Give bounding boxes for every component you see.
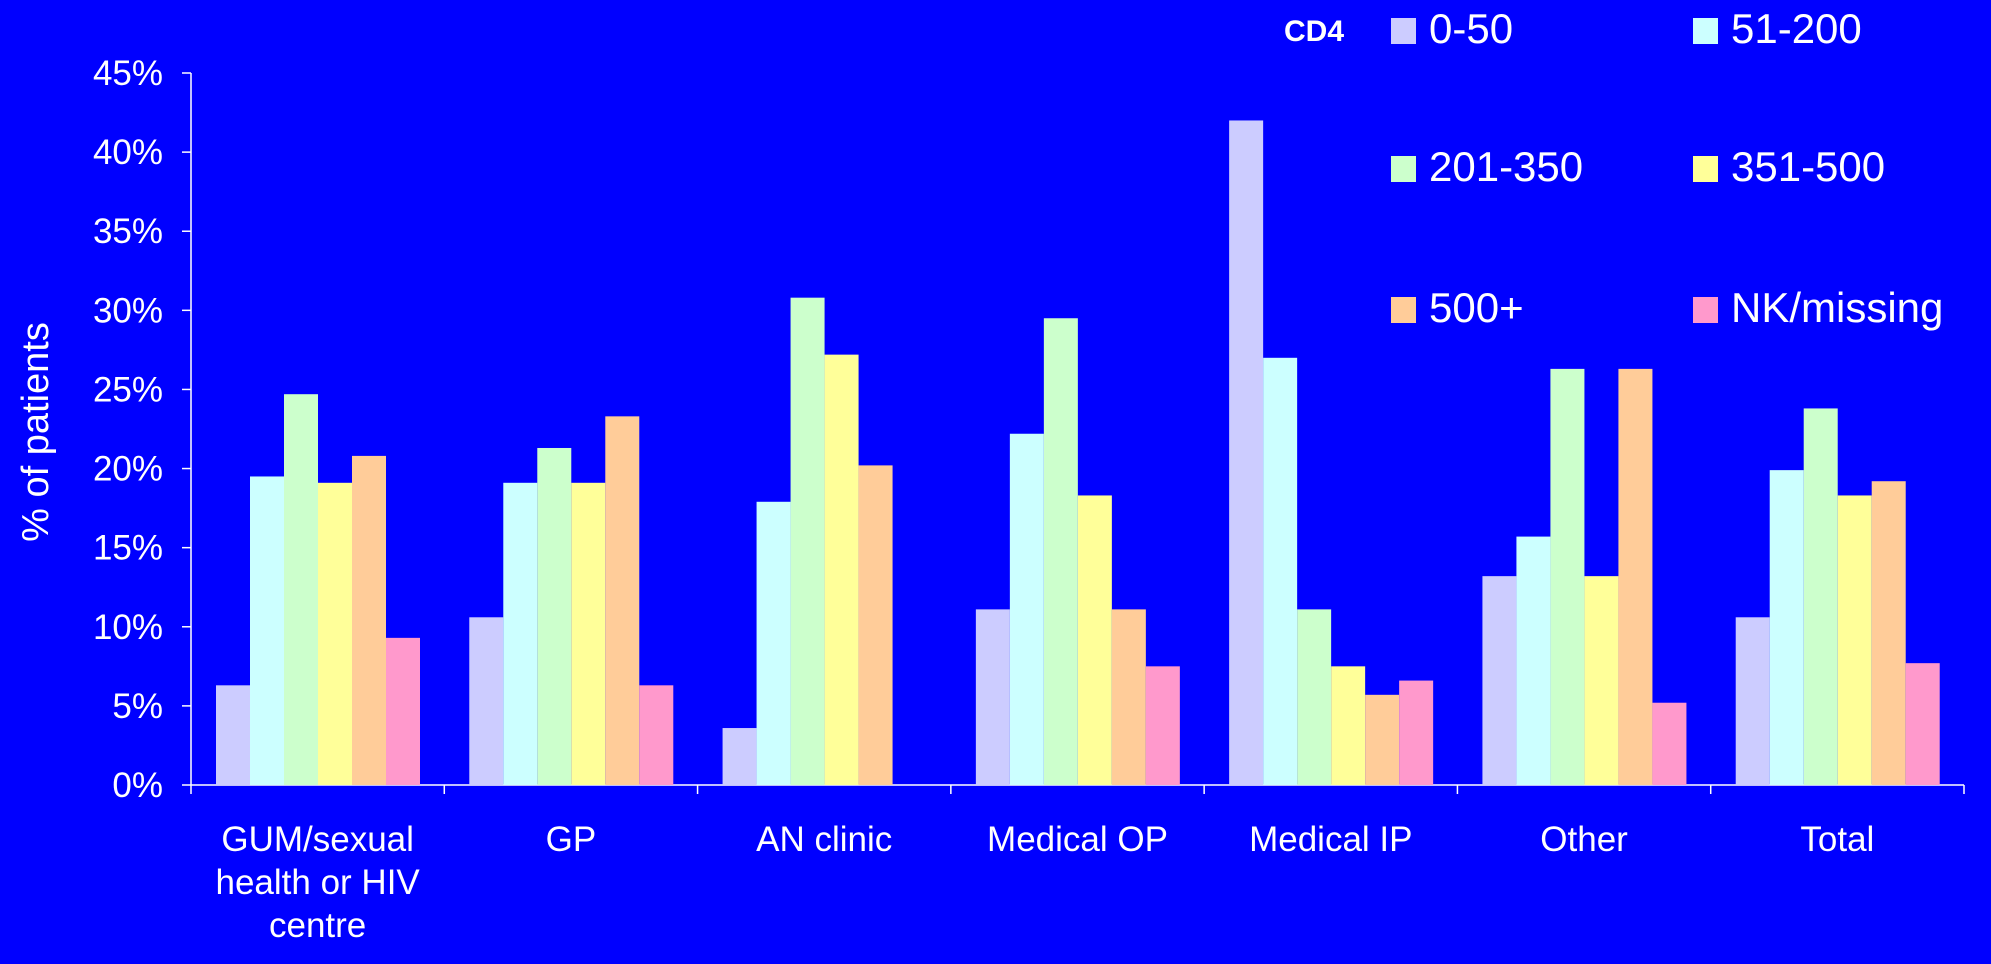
- bar-500--4: [1365, 694, 1400, 785]
- legend-swatch-500-: [1391, 297, 1416, 323]
- bar-nk-missing-4: [1399, 680, 1434, 785]
- legend-label-351-500: 351-500: [1731, 143, 1885, 190]
- bar-nk-missing-6: [1905, 663, 1940, 785]
- bar-500--2: [858, 465, 893, 785]
- legend-swatch-0-50: [1391, 18, 1416, 44]
- legend-label-500-: 500+: [1429, 284, 1524, 331]
- bar-nk-missing-5: [1652, 702, 1687, 785]
- legend-label-nk-missing: NK/missing: [1731, 284, 1943, 331]
- bar-351-500-4: [1331, 666, 1366, 785]
- bar-351-500-0: [318, 482, 352, 785]
- bar-51-200-4: [1263, 357, 1298, 785]
- bar-0-50-5: [1482, 576, 1517, 785]
- bar-0-50-2: [722, 728, 757, 785]
- y-tick-label: 30%: [93, 291, 163, 330]
- bar-0-50-3: [975, 609, 1010, 785]
- bar-51-200-1: [503, 482, 538, 785]
- x-tick-label: Other: [1540, 820, 1628, 859]
- bar-nk-missing-1: [639, 685, 674, 785]
- bar-351-500-5: [1584, 576, 1619, 785]
- bar-0-50-4: [1229, 120, 1264, 785]
- bar-351-500-6: [1837, 495, 1872, 785]
- bar-201-350-1: [537, 447, 572, 785]
- bar-51-200-3: [1009, 433, 1044, 785]
- bar-351-500-1: [571, 482, 606, 785]
- legend-swatch-201-350: [1391, 156, 1416, 182]
- y-tick-label: 35%: [93, 212, 163, 251]
- bar-51-200-6: [1769, 470, 1804, 785]
- bar-500--1: [605, 416, 640, 785]
- bar-500--0: [352, 455, 386, 785]
- y-tick-label: 0%: [112, 766, 163, 805]
- bar-0-50-6: [1735, 617, 1770, 785]
- x-tick-label: Medical OP: [987, 820, 1168, 859]
- bar-51-200-0: [250, 476, 284, 785]
- bar-201-350-6: [1803, 408, 1838, 785]
- x-tick-label: Total: [1800, 820, 1874, 859]
- x-axis: GUM/sexual health or HIV centre GP AN clinic…: [190, 784, 1965, 945]
- legend-label-201-350: 201-350: [1429, 143, 1583, 190]
- bar-0-50-1: [469, 617, 504, 785]
- bar-201-350-2: [790, 297, 825, 785]
- y-axis-label: % of patients: [15, 322, 57, 542]
- bar-500--6: [1871, 481, 1906, 785]
- legend-label-0-50: 0-50: [1429, 5, 1513, 52]
- bar-351-500-3: [1077, 495, 1112, 785]
- x-tick-label: GP: [546, 820, 597, 859]
- y-tick-label: 15%: [93, 529, 163, 568]
- legend-label-51-200: 51-200: [1731, 5, 1862, 52]
- bar-500--5: [1618, 368, 1653, 785]
- bar-201-350-3: [1043, 318, 1078, 785]
- legend-title: CD4: [1284, 15, 1344, 48]
- y-tick-label: 10%: [93, 608, 163, 647]
- legend-swatch-51-200: [1693, 18, 1718, 44]
- legend-swatch-nk-missing: [1693, 297, 1718, 323]
- x-tick-label: Medical IP: [1249, 820, 1412, 859]
- bar-500--3: [1111, 609, 1146, 785]
- y-axis: 0% 5% 10% 15% 20% 25% 30% 35% 40% 45%: [93, 54, 192, 805]
- bar-351-500-2: [824, 354, 859, 785]
- bar-nk-missing-3: [1145, 666, 1180, 785]
- bar-51-200-2: [756, 501, 791, 785]
- y-tick-label: 20%: [93, 450, 163, 489]
- y-tick-label: 25%: [93, 370, 163, 409]
- bar-0-50-0: [216, 685, 250, 785]
- legend: CD4 0-50 51-200 201-350 351-500 500+ NK/missi…: [1284, 5, 1943, 331]
- x-tick-label: GUM/sexual health or HIV centre: [216, 820, 421, 945]
- y-tick-label: 5%: [112, 687, 163, 726]
- bars: [216, 120, 1940, 785]
- y-tick-label: 40%: [93, 133, 163, 172]
- y-tick-label: 45%: [93, 54, 163, 93]
- bar-201-350-0: [284, 394, 318, 785]
- bar-nk-missing-0: [386, 637, 420, 785]
- bar-51-200-5: [1516, 536, 1551, 785]
- legend-swatch-351-500: [1693, 156, 1718, 182]
- bar-201-350-4: [1297, 609, 1332, 785]
- bar-201-350-5: [1550, 368, 1585, 785]
- x-tick-label: AN clinic: [756, 820, 892, 859]
